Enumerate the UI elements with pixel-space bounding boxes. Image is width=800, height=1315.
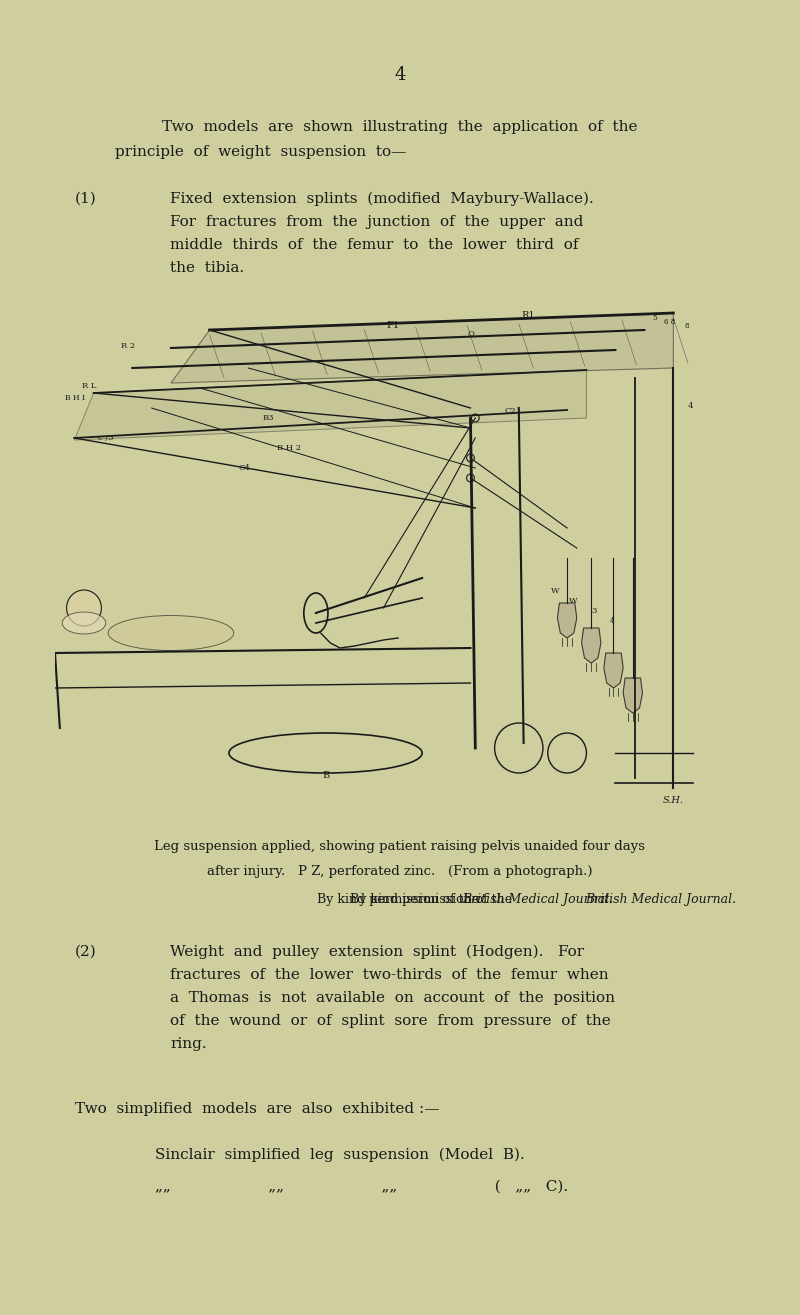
Text: British Medical Journal.: British Medical Journal. xyxy=(462,893,613,906)
Text: 3: 3 xyxy=(591,608,597,615)
Circle shape xyxy=(66,590,102,626)
Text: ring.: ring. xyxy=(170,1038,206,1051)
Text: F1: F1 xyxy=(386,321,400,330)
Text: fractures  of  the  lower  two-thirds  of  the  femur  when: fractures of the lower two-thirds of the… xyxy=(170,968,609,982)
Text: Weight  and  pulley  extension  splint  (Hodgen).   For: Weight and pulley extension splint (Hodg… xyxy=(170,945,584,960)
Text: Leg suspension applied, showing patient raising pelvis unaided four days: Leg suspension applied, showing patient … xyxy=(154,840,646,853)
Text: B: B xyxy=(322,771,329,780)
Text: O: O xyxy=(467,330,474,338)
Polygon shape xyxy=(558,604,577,638)
Text: 6 8: 6 8 xyxy=(664,318,675,326)
Text: Sinclair  simplified  leg  suspension  (Model  B).: Sinclair simplified leg suspension (Mode… xyxy=(155,1148,525,1162)
Text: B H 2: B H 2 xyxy=(278,444,302,452)
Text: Two  models  are  shown  illustrating  the  application  of  the: Two models are shown illustrating the ap… xyxy=(162,120,638,134)
Text: W: W xyxy=(551,586,560,594)
Text: W: W xyxy=(569,597,578,605)
Text: By kind permission of the: By kind permission of the xyxy=(350,893,516,906)
Text: the  tibia.: the tibia. xyxy=(170,260,244,275)
Text: R 2: R 2 xyxy=(121,342,135,350)
Text: of  the  wound  or  of  splint  sore  from  pressure  of  the: of the wound or of splint sore from pres… xyxy=(170,1014,610,1028)
Polygon shape xyxy=(582,629,601,663)
Text: Fixed  extension  splints  (modified  Maybury-Wallace).: Fixed extension splints (modified Maybur… xyxy=(170,192,594,206)
Text: S.H.: S.H. xyxy=(663,796,684,805)
Text: „„                    „„                    „„                    (   „„   C).: „„ „„ „„ ( „„ C). xyxy=(155,1180,568,1194)
Text: a  Thomas  is  not  available  on  account  of  the  position: a Thomas is not available on account of … xyxy=(170,992,615,1005)
Text: C2: C2 xyxy=(504,408,516,416)
Text: after injury.   P Z, perforated zinc.   (From a photograph.): after injury. P Z, perforated zinc. (Fro… xyxy=(207,865,593,878)
Text: By kind permission of the: By kind permission of the xyxy=(317,893,483,906)
Text: C4: C4 xyxy=(238,464,250,472)
Text: c /3: c /3 xyxy=(98,434,114,442)
Text: British Medical Journal.: British Medical Journal. xyxy=(585,893,736,906)
Ellipse shape xyxy=(108,615,234,651)
Text: (2): (2) xyxy=(75,945,97,959)
Text: 4: 4 xyxy=(394,66,406,84)
Polygon shape xyxy=(171,313,674,383)
Text: principle  of  weight  suspension  to—: principle of weight suspension to— xyxy=(115,145,406,159)
Text: R1: R1 xyxy=(522,312,535,320)
Text: 4: 4 xyxy=(610,617,614,625)
Text: For  fractures  from  the  junction  of  the  upper  and: For fractures from the junction of the u… xyxy=(170,214,583,229)
Text: 5: 5 xyxy=(652,314,657,322)
Text: 4: 4 xyxy=(688,402,694,410)
Text: Two  simplified  models  are  also  exhibited :—: Two simplified models are also exhibited… xyxy=(75,1102,439,1116)
Text: (1): (1) xyxy=(75,192,97,206)
Ellipse shape xyxy=(62,611,106,634)
Polygon shape xyxy=(74,370,586,441)
Text: B3: B3 xyxy=(262,414,274,422)
Polygon shape xyxy=(604,654,623,688)
Text: B H I: B H I xyxy=(65,394,85,402)
Text: middle  thirds  of  the  femur  to  the  lower  third  of: middle thirds of the femur to the lower … xyxy=(170,238,578,252)
Text: R L: R L xyxy=(82,381,97,391)
Polygon shape xyxy=(623,679,642,713)
Text: 8: 8 xyxy=(685,322,690,330)
